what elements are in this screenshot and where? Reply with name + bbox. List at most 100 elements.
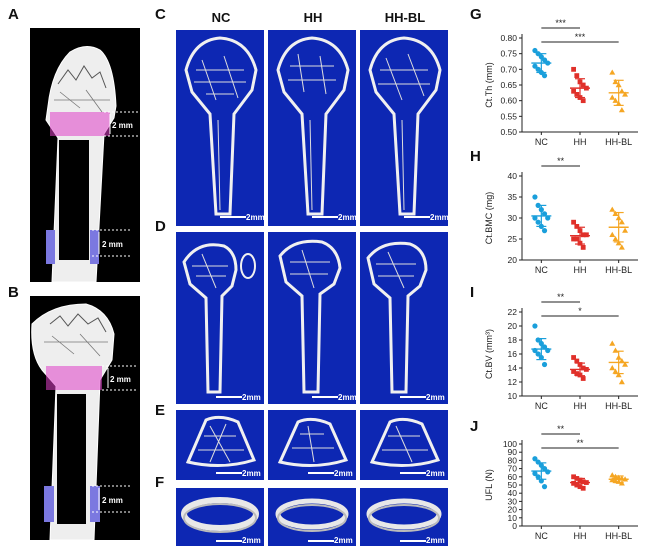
cross-section-e-nc — [185, 415, 257, 468]
chart-j-ytick-label: 10 — [508, 513, 518, 523]
chart-g-point-hh-bl — [612, 97, 619, 103]
chart-h-point-hh-bl — [615, 240, 622, 246]
femur-3d-d-hh — [278, 239, 342, 394]
panel-label-a: A — [8, 6, 19, 23]
chart-g-ct-th: 0.50 0.55 0.60 0.65 0.70 0.75 0.80 Ct.Th (mm) NC… — [484, 18, 638, 147]
chart-g-point-nc — [541, 73, 548, 79]
chart-j-ytick-label: 40 — [508, 488, 518, 498]
cortical-ring-f-hh — [275, 498, 349, 532]
chart-j-xtick-label: HH — [574, 531, 587, 541]
panel-e-nc: 2mm — [176, 410, 264, 480]
chart-g-ytick-label: 0.60 — [500, 96, 517, 106]
chart-g-ytick-label: 0.55 — [500, 111, 517, 121]
chart-h-point-nc — [532, 194, 538, 200]
chart-j-point-hh — [580, 485, 586, 491]
chart-g-point-hh — [574, 73, 580, 78]
chart-i-sig-label: * — [578, 306, 582, 316]
scalebar-f-hh — [308, 540, 334, 542]
chart-g-ytick-label: 0.70 — [500, 64, 517, 74]
chart-i-point-hh — [580, 376, 586, 381]
scalebar-c-hh — [312, 216, 338, 218]
chart-g-ytick-label: 0.50 — [500, 127, 517, 137]
chart-h-xtick-label: HH — [574, 265, 587, 275]
chart-i-point-hh — [571, 369, 576, 374]
chart-h-point-hh — [580, 245, 586, 250]
panel-f-hh-bl: 2mm — [360, 488, 448, 546]
chart-i-point-hh-bl — [615, 372, 622, 378]
column-header-nc: NC — [211, 10, 231, 25]
chart-h-ylabel: Ct.BMC (mg) — [484, 192, 494, 245]
chart-h-point-hh — [584, 232, 589, 238]
scalebar-f-nc — [216, 540, 242, 542]
chart-j-point-hh — [571, 480, 576, 486]
panel-d-hh-bl: 2mm — [360, 232, 448, 404]
chart-j-ytick-label: 30 — [508, 496, 518, 506]
scalelabel-d-hh: 2mm — [338, 393, 356, 402]
chart-g-ytick-label: 0.65 — [500, 80, 517, 90]
chart-h-point-hh — [571, 236, 576, 242]
chart-g-xtick-label: HH-BL — [605, 137, 632, 147]
chart-j-point-nc — [541, 484, 548, 490]
panel-label-g: G — [470, 6, 482, 23]
scalebar-d-nc — [216, 396, 242, 398]
chart-j-ytick-label: 70 — [508, 464, 518, 474]
chart-j-point-nc — [532, 470, 538, 477]
scalebar-d-hh — [312, 396, 338, 398]
cross-section-e-hh — [277, 417, 349, 468]
panel-e-hh: 2mm — [268, 410, 356, 480]
chart-h-point-hh-bl — [612, 236, 619, 242]
femur-3d-c-nc — [184, 36, 258, 216]
chart-g-point-hh-bl — [622, 91, 629, 97]
chart-g-point-nc — [532, 47, 538, 54]
panel-d-nc: 2mm — [176, 232, 264, 404]
chart-h-point-hh-bl — [612, 210, 619, 216]
chart-g-point-hh — [580, 98, 586, 104]
chart-h-ytick-label: 25 — [508, 234, 518, 244]
femur-3d-d-hh-bl — [366, 241, 428, 394]
chart-i-point-nc — [532, 323, 538, 329]
chart-j-ytick-label: 100 — [503, 439, 517, 449]
chart-j-point-hh — [574, 482, 580, 488]
chart-i-ylabel: Ct.BV (mm³) — [484, 329, 494, 379]
chart-i-ytick-label: 18 — [508, 335, 518, 345]
chart-g-point-hh-bl — [618, 107, 625, 113]
chart-h-point-nc — [541, 228, 548, 234]
chart-i-ytick-label: 14 — [508, 363, 518, 373]
chart-j-point-nc — [532, 456, 538, 462]
panel-f-nc: 2mm — [176, 488, 264, 546]
chart-h-ytick-label: 40 — [508, 171, 518, 181]
chart-h-point-hh-bl — [618, 219, 625, 225]
panel-label-j: J — [470, 418, 479, 435]
chart-j-xtick-label: HH-BL — [605, 531, 632, 541]
scalelabel-d-hh-bl: 2mm — [426, 393, 445, 402]
chart-h-point-hh — [580, 232, 586, 238]
chart-h-point-hh-bl — [622, 227, 629, 233]
chart-j-sig-label: ** — [557, 424, 565, 434]
chart-i-point-hh-bl — [618, 379, 625, 385]
chart-i-point-hh-bl — [622, 361, 629, 367]
scalelabel-f-hh-bl: 2mm — [426, 536, 445, 545]
chart-i-ytick-label: 12 — [508, 377, 518, 387]
femur-b-image: 2 mm 2 mm — [31, 303, 138, 541]
chart-h-point-nc — [532, 215, 538, 221]
chart-h-ytick-label: 35 — [508, 192, 518, 202]
chart-g-point-hh — [574, 92, 580, 97]
chart-i-xtick-label: NC — [535, 401, 548, 411]
chart-h-sig-label: ** — [557, 156, 565, 166]
femur-3d-d-nc — [182, 243, 256, 394]
cortical-ring-f-hh-bl — [366, 498, 442, 532]
panel-a-femur-longitudinal: 2 mm 2 mm — [30, 28, 140, 283]
panel-b-femur-longitudinal: 2 mm 2 mm — [30, 296, 140, 541]
chart-h-xtick-label: HH-BL — [605, 265, 632, 275]
panel-c-nc: 2mm — [176, 30, 264, 226]
chart-g-point-nc — [532, 63, 538, 69]
panel-e-hh-bl: 2mm — [360, 410, 448, 480]
panel-f-hh: 2mm — [268, 488, 356, 546]
chart-j-ytick-label: 80 — [508, 455, 518, 465]
chart-j-point-nc — [545, 469, 551, 475]
panel-label-c: C — [155, 6, 166, 23]
scale-label-b2: 2 mm — [102, 496, 123, 505]
chart-j-ylabel: UFL (N) — [484, 469, 494, 501]
